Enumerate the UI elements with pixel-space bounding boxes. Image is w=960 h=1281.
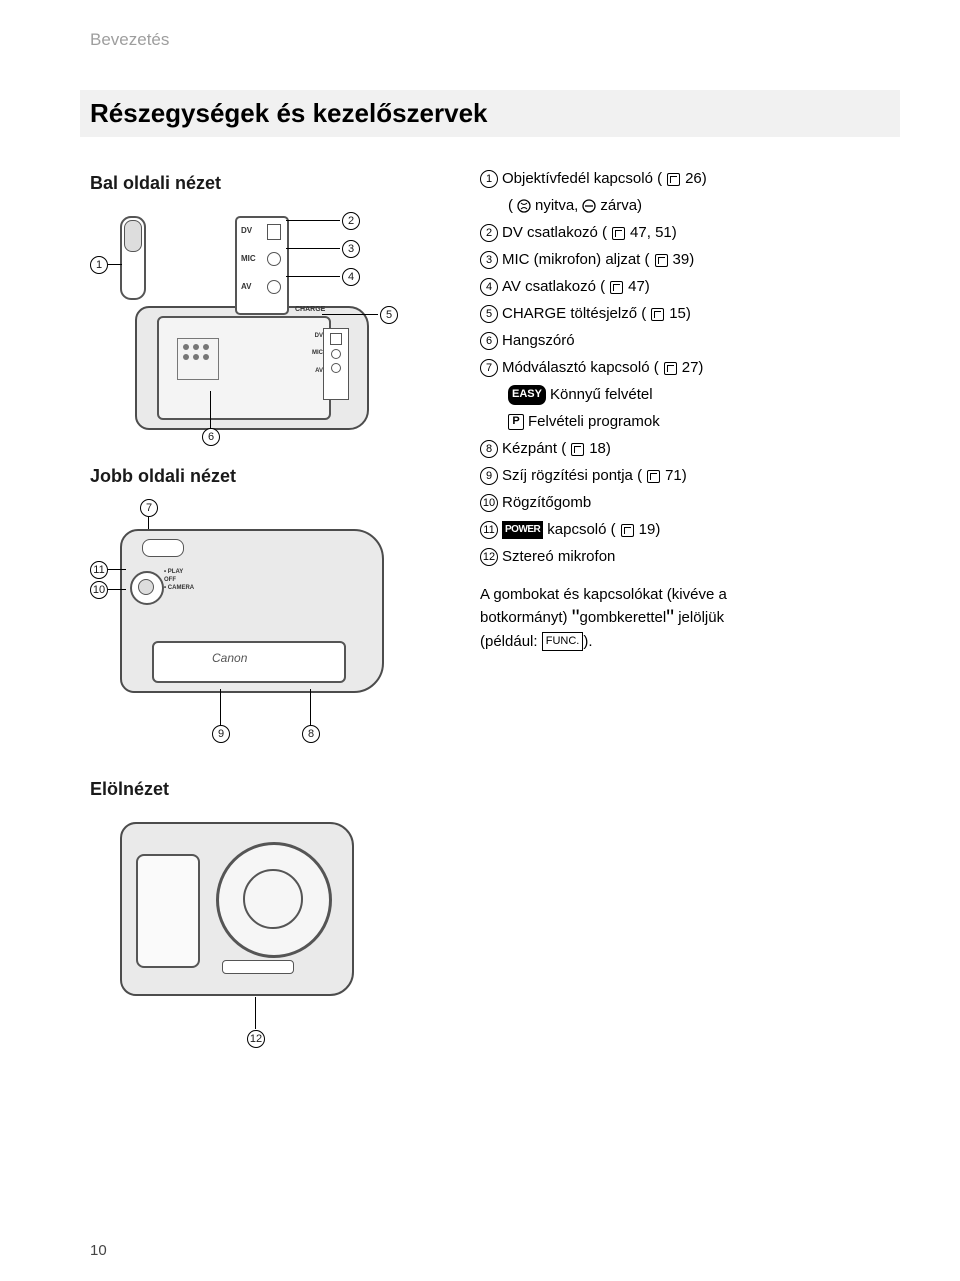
item-3: 3 MIC (mikrofon) aljzat ( 39) (480, 248, 900, 272)
callout-11: 11 (90, 561, 108, 579)
left-view-label: Bal oldali nézet (90, 173, 450, 194)
diagram-right-view: 7 Canon • PLAY OFF • CAMERA 11 (90, 499, 450, 749)
page-ref-icon (651, 308, 664, 321)
front-view-label: Elölnézet (90, 779, 450, 800)
item-7-sub2: P Felvételi programok (480, 410, 900, 434)
callout-list: 1 Objektívfedél kapcsoló ( 26) ( nyitva,… (480, 167, 900, 653)
easy-badge: EASY (508, 385, 546, 405)
page-ref-icon (664, 362, 677, 375)
item-9: 9 Szíj rögzítési pontja ( 71) (480, 464, 900, 488)
callout-12: 12 (247, 1030, 265, 1048)
page-number: 10 (90, 1242, 107, 1259)
port-dv-small: DV (315, 333, 323, 339)
page-ref-icon (610, 281, 623, 294)
label-off: OFF (164, 577, 176, 583)
page-title: Részegységek és kezelőszervek (80, 98, 900, 129)
page-ref-icon (612, 227, 625, 240)
callout-9: 9 (212, 725, 230, 743)
brand-canon: Canon (212, 651, 247, 665)
label-play: • PLAY (164, 569, 183, 575)
func-badge: FUNC. (542, 632, 584, 651)
item-1: 1 Objektívfedél kapcsoló ( 26) (480, 167, 900, 191)
page-ref-icon (647, 470, 660, 483)
page-ref-icon (571, 443, 584, 456)
callout-7: 7 (140, 499, 158, 517)
callout-6: 6 (202, 428, 220, 446)
port-av: AV (241, 282, 252, 291)
callout-4: 4 (342, 268, 360, 286)
item-1-sub: ( nyitva, zárva) (480, 194, 900, 218)
item-10: 10 Rögzítőgomb (480, 491, 900, 515)
item-11: 11 POWER kapcsoló ( 19) (480, 518, 900, 542)
item-7-sub1: EASY Könnyű felvétel (480, 383, 900, 407)
port-av-small: AV (315, 368, 323, 374)
callout-5: 5 (380, 306, 398, 324)
lens-closed-icon (582, 199, 596, 213)
port-dv: DV (241, 226, 252, 235)
footnote: A gombokat és kapcsolókat (kivéve a botk… (480, 583, 900, 653)
port-mic: MIC (241, 254, 256, 263)
page-ref-icon (621, 524, 634, 537)
item-5: 5 CHARGE töltésjelző ( 15) (480, 302, 900, 326)
p-badge: P (508, 414, 524, 430)
power-badge: POWER (502, 521, 543, 539)
item-4: 4 AV csatlakozó ( 47) (480, 275, 900, 299)
lens-open-icon (517, 199, 531, 213)
header-text: Bevezetés (90, 30, 900, 50)
item-2: 2 DV csatlakozó ( 47, 51) (480, 221, 900, 245)
callout-3: 3 (342, 240, 360, 258)
callout-1: 1 (90, 256, 108, 274)
item-7: 7 Módválasztó kapcsoló ( 27) (480, 356, 900, 380)
label-camera: • CAMERA (164, 585, 194, 591)
port-mic-small: MIC (312, 350, 323, 356)
callout-8: 8 (302, 725, 320, 743)
title-band: Részegységek és kezelőszervek (80, 90, 900, 137)
callout-10: 10 (90, 581, 108, 599)
page-ref-icon (667, 173, 680, 186)
item-6: 6 Hangszóró (480, 329, 900, 353)
port-charge: CHARGE (295, 306, 325, 313)
diagram-left-view: DV MIC AV DV MIC AV CHARGE (90, 206, 450, 436)
item-8: 8 Kézpánt ( 18) (480, 437, 900, 461)
page-ref-icon (655, 254, 668, 267)
item-12: 12 Sztereó mikrofon (480, 545, 900, 569)
right-view-label: Jobb oldali nézet (90, 466, 450, 487)
diagram-front-view: Canon 12 (90, 812, 450, 1052)
callout-2: 2 (342, 212, 360, 230)
